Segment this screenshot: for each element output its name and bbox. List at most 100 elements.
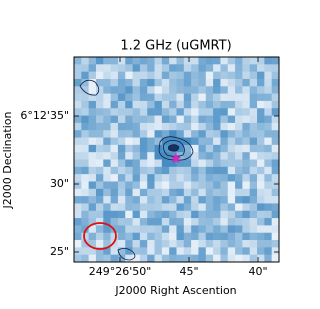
map-pixel: [147, 247, 155, 255]
map-pixel: [81, 93, 89, 102]
map-pixel: [205, 218, 214, 226]
map-pixel: [205, 210, 214, 219]
map-pixel: [154, 240, 163, 248]
map-pixel: [125, 122, 133, 131]
map-pixel: [264, 240, 272, 248]
map-pixel: [161, 159, 170, 168]
map-pixel: [154, 174, 163, 182]
map-pixel: [88, 86, 97, 94]
map-pixel: [264, 174, 272, 182]
map-pixel: [205, 57, 214, 65]
map-pixel: [95, 232, 104, 241]
map-pixel: [81, 218, 89, 226]
map-pixel: [213, 225, 221, 234]
map-pixel: [103, 71, 111, 80]
map-pixel: [183, 115, 192, 124]
map-pixel: [220, 152, 229, 160]
y-tick-label: 30": [50, 177, 69, 190]
map-pixel: [235, 86, 243, 94]
map-pixel: [220, 247, 229, 255]
map-pixel: [95, 188, 104, 197]
map-pixel: [139, 100, 148, 109]
map-pixel: [147, 144, 155, 153]
map-pixel: [74, 122, 82, 131]
map-pixel: [198, 100, 207, 109]
map-pixel: [154, 130, 163, 138]
map-pixel: [227, 57, 236, 65]
map-pixel: [198, 71, 207, 80]
map-pixel: [183, 174, 192, 182]
map-pixel: [220, 174, 229, 182]
map-pixel: [154, 144, 163, 153]
map-pixel: [220, 122, 229, 131]
map-pixel: [242, 57, 251, 65]
map-pixel: [132, 130, 141, 138]
map-pixel: [81, 210, 89, 219]
map-pixel: [249, 100, 258, 109]
map-pixel: [227, 203, 236, 212]
map-pixel: [235, 210, 243, 219]
map-pixel: [176, 159, 185, 168]
map-pixel: [169, 240, 177, 248]
map-pixel: [88, 115, 97, 124]
map-pixel: [125, 108, 133, 116]
map-pixel: [198, 247, 207, 255]
map-pixel: [74, 247, 82, 255]
map-pixel: [161, 166, 170, 175]
map-pixel: [117, 86, 126, 94]
map-pixel: [139, 78, 148, 87]
map-pixel: [176, 174, 185, 182]
map-pixel: [205, 225, 214, 234]
map-pixel: [249, 240, 258, 248]
map-pixel: [183, 218, 192, 226]
map-pixel: [227, 152, 236, 160]
map-pixel: [154, 218, 163, 226]
map-pixel: [154, 166, 163, 175]
map-pixel: [125, 115, 133, 124]
map-pixel: [198, 196, 207, 204]
map-pixel: [227, 181, 236, 190]
map-pixel: [235, 240, 243, 248]
map-pixel: [205, 181, 214, 190]
map-pixel: [147, 57, 155, 65]
map-pixel: [139, 93, 148, 102]
map-pixel: [139, 71, 148, 80]
map-pixel: [213, 115, 221, 124]
map-pixel: [249, 152, 258, 160]
map-pixel: [74, 78, 82, 87]
map-pixel: [227, 78, 236, 87]
map-pixel: [161, 78, 170, 87]
map-pixel: [88, 122, 97, 131]
map-pixel: [132, 174, 141, 182]
map-pixel: [139, 57, 148, 65]
map-pixel: [154, 93, 163, 102]
map-pixel: [95, 225, 104, 234]
map-pixel: [117, 174, 126, 182]
map-pixel: [110, 122, 119, 131]
map-pixel: [191, 57, 199, 65]
map-pixel: [227, 93, 236, 102]
map-pixel: [147, 210, 155, 219]
map-pixel: [110, 64, 119, 72]
map-pixel: [176, 144, 185, 153]
radio-map: [74, 57, 279, 262]
map-pixel: [257, 71, 265, 80]
map-pixel: [257, 218, 265, 226]
map-pixel: [183, 225, 192, 234]
map-pixel: [139, 152, 148, 160]
map-pixel: [198, 240, 207, 248]
map-pixel: [95, 210, 104, 219]
map-pixel: [176, 86, 185, 94]
map-pixel: [213, 218, 221, 226]
map-pixel: [235, 159, 243, 168]
map-pixel: [264, 137, 272, 146]
map-pixel: [88, 64, 97, 72]
map-pixel: [183, 152, 192, 160]
map-pixel: [147, 232, 155, 241]
map-pixel: [235, 174, 243, 182]
map-pixel: [161, 71, 170, 80]
map-pixel: [161, 152, 170, 160]
map-pixel: [139, 240, 148, 248]
map-pixel: [125, 166, 133, 175]
map-pixel: [74, 100, 82, 109]
